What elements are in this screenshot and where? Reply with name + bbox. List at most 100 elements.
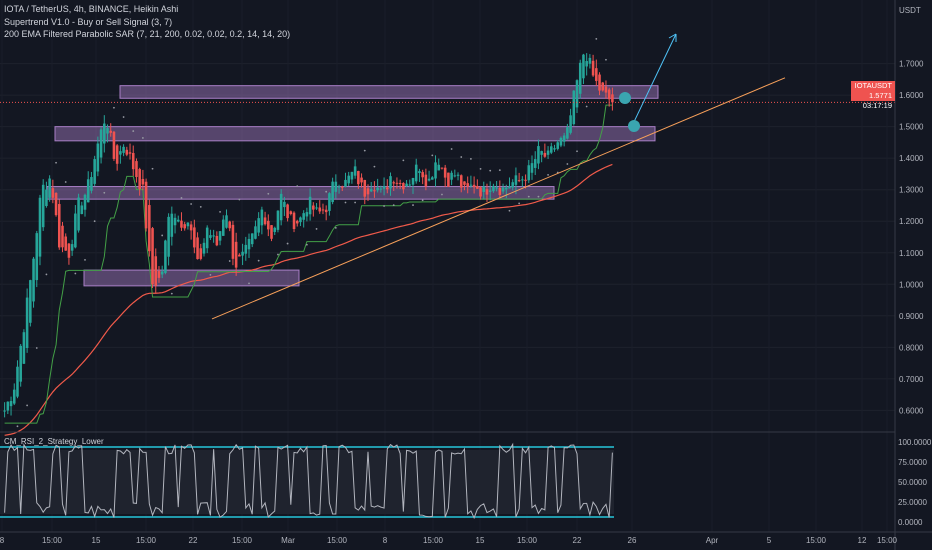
candle-body [157,271,161,278]
candle-body [141,179,145,185]
sar-dot [286,242,289,245]
candle-body [186,222,190,227]
candle-body [366,188,370,195]
candle-body [398,182,402,184]
candle-body [103,123,106,144]
candle-body [395,182,399,184]
candle-body [106,128,109,134]
candle-body [369,189,373,192]
sar-dot [199,205,202,208]
sar-dot [537,195,540,198]
candle-body [180,220,183,228]
sar-dot [373,165,376,168]
candle-body [218,231,222,241]
price-tick-label: 0.7000 [899,375,924,384]
candle-body [244,244,248,254]
candle-body [138,169,141,189]
candle-body [363,179,367,197]
candle-body [463,181,466,185]
supertrend-line [4,104,613,424]
candle-body [379,188,383,190]
candle-body [167,216,170,257]
candle-body [331,181,334,203]
lower-pane-title[interactable]: CM_RSI_2_Strategy_Lower [4,437,104,446]
chart-legend: IOTA / TetherUS, 4h, BINANCE, Heikin Ash… [4,3,290,41]
candle-body [109,130,113,133]
candle-body [189,224,193,231]
candle-body [453,175,457,177]
sar-dot [238,198,241,201]
candle-body [411,177,415,185]
sar-dot [460,156,463,158]
time-axis[interactable]: 8 15:00 15 15:00 22 15:00 Mar 15:00 8 15:00 15 15:0… [0,536,898,545]
sar-dot [469,158,472,160]
candle-body [405,183,408,187]
symbol-legend[interactable]: IOTA / TetherUS, 4h, BINANCE, Heikin Ash… [4,4,179,14]
candle-body [263,217,267,225]
candle-body [225,215,228,228]
candle-body [45,189,48,207]
sar-dot [219,210,221,213]
candle-body [302,213,305,220]
sar-dot [479,167,482,170]
sar-dot [354,201,357,204]
rsi-axis: 100.0000 75.0000 50.0000 25.0000 0.0000 [898,438,932,527]
sar-dot [16,425,19,428]
candle-body [212,235,215,237]
rsi-tick-label: 75.0000 [898,458,927,467]
candle-body [424,174,428,187]
sar-dot [122,116,125,118]
time-tick-label: 15 [476,536,485,545]
candle-body [601,82,605,91]
candle-body [543,152,547,157]
supertrend-legend[interactable]: Supertrend V1.0 - Buy or Sell Signal (3,… [4,16,173,27]
candle-body [598,74,601,91]
time-tick-label: 26 [628,536,637,545]
candle-body [77,197,80,231]
candle-body [276,210,280,230]
candle-body [80,205,84,215]
candle-body [353,166,357,176]
candle-body [382,186,386,189]
candle-body [96,143,100,172]
ema-sar-legend[interactable]: 200 EMA Filtered Parabolic SAR (7, 21, 2… [4,29,291,39]
sar-dot [315,228,318,230]
sar-dot [431,154,434,157]
time-tick-label: 5 [767,536,772,545]
time-tick-label: 15:00 [423,536,444,545]
sar-dot [161,234,164,237]
sar-dot [489,169,492,172]
candle-body [402,183,405,190]
candle-body [112,131,116,159]
candle-body [9,401,13,407]
candle-body [350,171,354,180]
candle-body [376,187,379,191]
candle-body [93,159,96,184]
candle-body [488,190,492,192]
candle-body [418,171,421,173]
candle-body [556,142,560,149]
candle-body [450,172,453,180]
sar-dot [74,272,77,275]
candle-body [164,240,167,273]
sr-zone [119,85,659,99]
candle-body [257,218,260,233]
candle-body [315,207,318,209]
candle-body [286,204,289,219]
candle-body [318,207,322,212]
sar-dot [277,253,279,256]
indicator-lines [4,37,613,436]
sar-dot [402,159,405,162]
time-tick-label: Apr [706,536,719,545]
sar-dot [421,199,424,202]
candle-body [392,182,396,184]
candle-body [83,194,87,210]
sar-dot [595,37,598,40]
sar-dot [441,193,443,196]
current-price-tag: IOTAUSDT 1.5771 03:17:19 [851,81,895,110]
time-tick-label: 22 [189,536,198,545]
sar-dot [325,190,328,193]
sar-dot [35,347,38,349]
price-axis[interactable]: 1.7000 1.6000 1.5000 1.4000 1.3000 1.2000 1.10… [899,6,924,415]
